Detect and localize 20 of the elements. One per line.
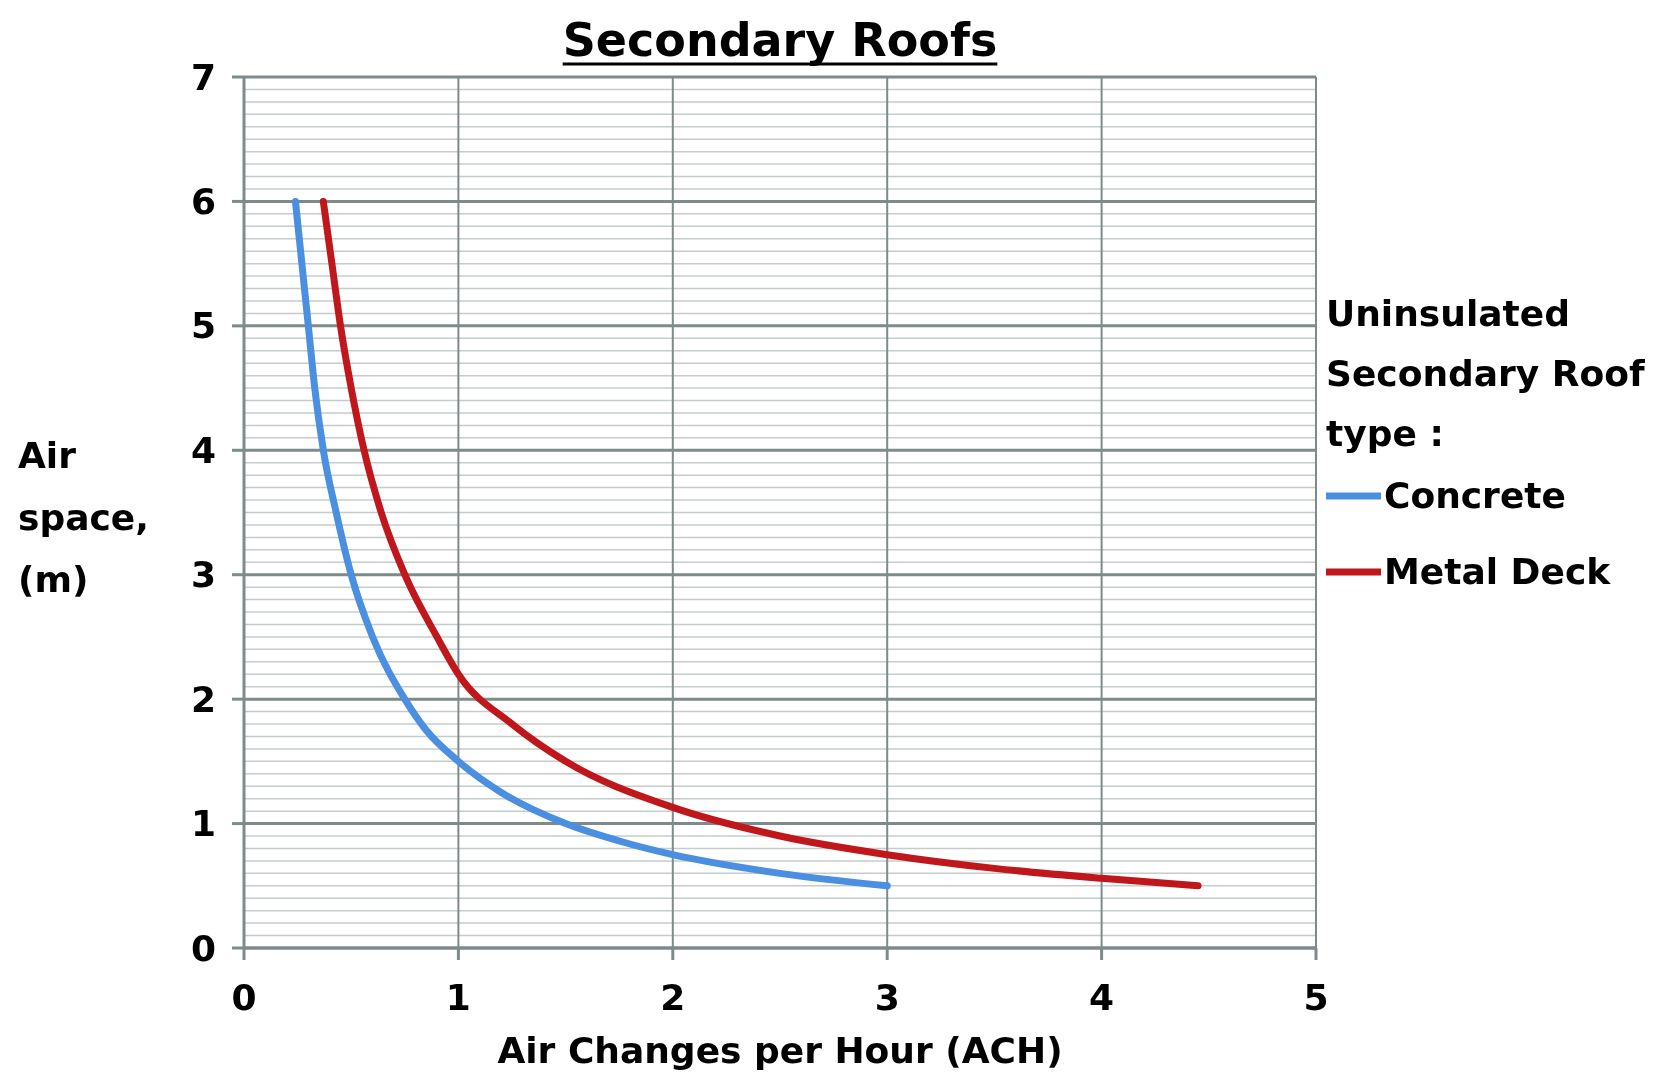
x-tick-label: 0 [231,977,257,1018]
y-tick-label: 0 [190,927,216,969]
y-tick-label: 3 [190,554,216,596]
legend-label: Metal Deck [1384,551,1612,592]
legend-label: Concrete [1384,475,1566,516]
y-tick-label: 6 [190,181,216,223]
y-tick-label: 1 [190,803,216,845]
x-tick-label: 4 [1089,977,1115,1018]
y-axis-title: Air space, (m) [18,435,149,600]
y-tick-label: 2 [190,678,216,720]
chart-title: Secondary Roofs [562,13,998,67]
x-tick-label: 5 [1303,977,1329,1018]
y-tick-label: 4 [190,429,216,471]
x-axis-title: Air Changes per Hour (ACH) [497,1030,1063,1071]
x-tick-label: 1 [445,977,471,1018]
y-tick-label: 7 [190,56,216,98]
x-tick-label: 2 [660,977,686,1018]
y-tick-label: 5 [190,305,216,347]
x-tick-label: 3 [874,977,900,1018]
legend-title: Uninsulated Secondary Roof type : [1326,293,1646,454]
